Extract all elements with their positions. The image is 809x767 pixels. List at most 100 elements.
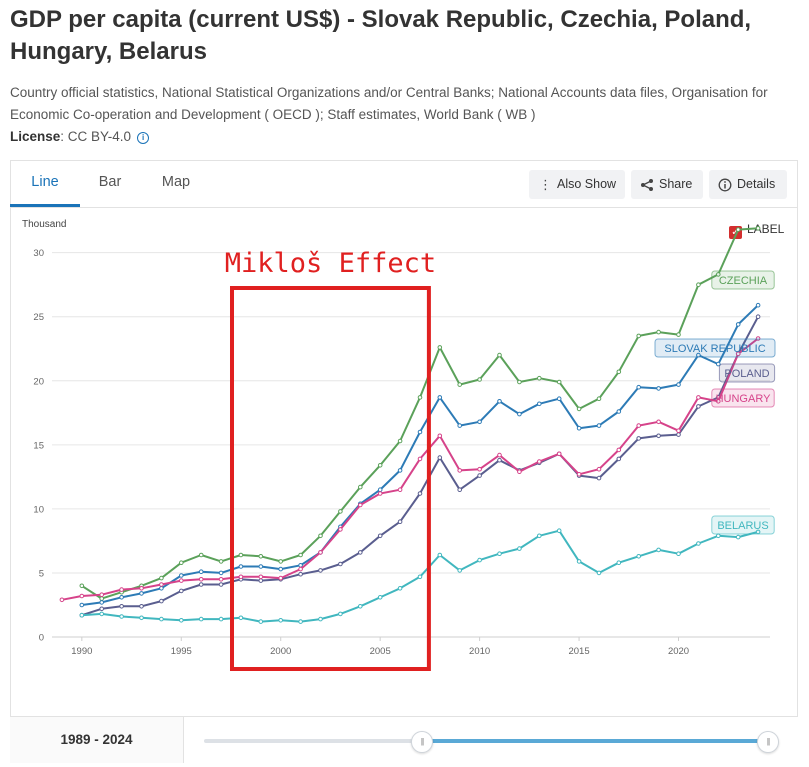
tab-map[interactable]: Map <box>161 174 191 190</box>
tab-bar[interactable]: Bar <box>98 174 122 190</box>
series-label-text: HUNGARY <box>716 393 771 405</box>
data-point <box>477 557 482 563</box>
data-point <box>358 550 363 555</box>
data-point <box>696 404 701 409</box>
series-label-text: SLOVAK REPUBLIC <box>664 343 765 355</box>
time-range-bar: 1989 - 2024 ||| ||| <box>10 716 798 763</box>
data-point <box>596 475 602 481</box>
data-point <box>517 411 522 417</box>
range-slider-selection[interactable] <box>421 739 768 743</box>
share-icon <box>640 171 654 200</box>
data-point <box>477 473 482 478</box>
data-point <box>477 377 482 382</box>
data-point <box>656 419 661 425</box>
data-point <box>258 564 264 569</box>
x-tick-label: 2015 <box>568 646 589 657</box>
series-label-box <box>711 270 775 290</box>
data-point <box>298 566 303 572</box>
data-point <box>556 396 562 402</box>
data-point <box>238 564 244 569</box>
chart-panel <box>10 160 798 762</box>
data-point <box>537 459 542 464</box>
data-point <box>318 616 323 622</box>
data-point <box>318 568 323 573</box>
data-point <box>556 528 562 534</box>
data-point <box>636 384 642 390</box>
annotation-box <box>229 286 431 671</box>
source-description: Country official statistics, National St… <box>10 85 768 122</box>
details-button[interactable]: Details <box>709 170 787 199</box>
x-tick-label: 2020 <box>668 646 689 657</box>
data-point <box>238 615 244 621</box>
series-label-slovak-republic: SLOVAK REPUBLIC <box>654 338 776 358</box>
range-slider-end-handle[interactable]: ||| <box>757 731 779 753</box>
data-point <box>437 455 443 460</box>
data-point <box>497 352 502 358</box>
data-point <box>676 382 681 387</box>
data-point <box>696 282 701 288</box>
data-point <box>656 433 661 439</box>
data-point <box>218 577 224 582</box>
data-point <box>616 560 622 566</box>
data-point <box>218 616 224 622</box>
data-point <box>159 575 164 581</box>
more-vertical-icon: ⋮ <box>539 177 552 192</box>
data-point <box>179 588 184 594</box>
data-point <box>596 396 602 402</box>
series-label-text: POLAND <box>724 368 769 380</box>
data-point <box>278 618 284 623</box>
data-point <box>278 559 284 564</box>
data-point <box>159 582 164 587</box>
data-point <box>616 409 622 414</box>
data-point <box>258 619 264 624</box>
data-point <box>198 552 204 558</box>
data-point <box>417 574 423 580</box>
data-point <box>159 586 164 591</box>
page-title: GDP per capita (current US$) - Slovak Re… <box>10 6 752 65</box>
data-point <box>377 463 383 468</box>
data-point <box>218 570 224 576</box>
range-slider-start-handle[interactable]: ||| <box>411 731 433 753</box>
data-point <box>735 351 741 357</box>
series-label-belarus: BELARUS <box>711 515 775 535</box>
data-point <box>338 509 343 514</box>
tab-line[interactable]: Line <box>10 160 80 207</box>
series-label-box <box>711 388 775 408</box>
share-label: Share <box>659 177 693 191</box>
data-point <box>377 595 383 600</box>
data-point <box>278 575 284 581</box>
data-point <box>79 602 85 608</box>
y-tick-label: 5 <box>39 568 44 579</box>
data-point <box>298 552 303 558</box>
data-point <box>537 401 542 407</box>
data-point <box>537 375 542 381</box>
series-label-text: CZECHIA <box>719 275 768 287</box>
series-label-hungary: HUNGARY <box>711 388 775 408</box>
chart-tabs: Line Bar Map <box>10 160 798 208</box>
data-point <box>676 332 681 337</box>
series-label-poland: POLAND <box>718 363 776 383</box>
also-show-label: Also Show <box>557 177 617 191</box>
share-button[interactable]: Share <box>631 170 703 199</box>
data-point <box>198 569 204 575</box>
data-point <box>377 487 383 493</box>
data-point <box>735 534 741 540</box>
data-point <box>338 611 343 617</box>
license-value: : CC BY-4.0 <box>60 129 132 144</box>
y-tick-label: 10 <box>33 504 44 515</box>
data-point <box>497 452 502 458</box>
data-point <box>139 615 144 621</box>
y-tick-label: 0 <box>39 633 44 644</box>
data-point <box>258 574 264 580</box>
also-show-button[interactable]: ⋮ Also Show <box>529 170 625 199</box>
data-point <box>636 554 642 559</box>
data-point <box>218 582 224 587</box>
data-point <box>218 559 224 564</box>
label-toggle[interactable]: ✓ LABEL <box>729 222 784 239</box>
data-point <box>59 597 65 603</box>
info-icon[interactable]: i <box>137 132 150 144</box>
data-point <box>119 614 124 619</box>
data-point <box>517 546 522 551</box>
data-point <box>497 399 502 404</box>
